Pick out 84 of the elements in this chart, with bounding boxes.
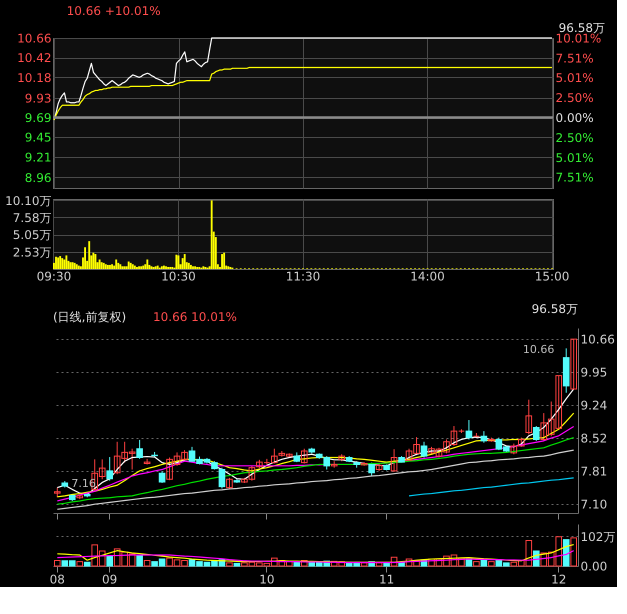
bar: [480, 560, 488, 566]
y-tick-label: 7.81: [580, 464, 608, 478]
y2-tick-label: 7.51%: [556, 51, 594, 66]
candlestick: [293, 452, 300, 463]
x-tick-label: 15:00: [534, 270, 570, 284]
y-tick-label: 8.52: [580, 432, 608, 446]
candlestick: [420, 441, 428, 458]
candlestick: [158, 470, 166, 484]
y-tick-label: 10.10万: [5, 194, 52, 208]
chart-subtitle: 10.66 10.01%: [153, 310, 237, 324]
candlestick: [390, 448, 398, 472]
annotation: 10.66: [522, 343, 554, 356]
y-tick-label: 9.45: [24, 130, 52, 145]
bar: [488, 561, 495, 566]
x-tick-label: 08: [50, 572, 65, 586]
y-tick-label: 2.53万: [12, 245, 52, 260]
y2-tick-label: 2.50%: [556, 130, 594, 145]
y-tick-label: 10.18: [17, 70, 52, 85]
y-tick-label: 10.66: [580, 332, 615, 347]
x-tick-label: 12: [551, 572, 566, 586]
chart-title: (日线,前复权): [53, 310, 126, 324]
y2-tick-label: 7.51%: [556, 170, 594, 185]
line-series: [53, 66, 553, 121]
candlestick: [368, 462, 375, 476]
bar: [390, 556, 398, 566]
y-tick-label: 9.24: [580, 398, 608, 412]
x-tick-label: 09:30: [36, 270, 72, 284]
y-tick-label: 9.69: [24, 111, 52, 126]
line-series: [56, 412, 574, 498]
y-tick-label: 10.66: [17, 32, 52, 46]
candlestick: [480, 430, 488, 444]
y-tick-label: 102万: [580, 530, 616, 544]
bar: [300, 560, 308, 566]
chart-title: 10.66 +10.01%: [66, 4, 161, 18]
bar: [136, 554, 143, 566]
line-series: [56, 388, 574, 496]
y2-tick-label: 0.00%: [556, 110, 594, 125]
y-tick-label: 9.21: [24, 150, 52, 164]
y-tick-label: 7.10: [580, 497, 608, 512]
line-series: [408, 477, 574, 496]
bar: [570, 537, 578, 566]
y-tick-label: 7.58万: [12, 210, 52, 225]
x-tick-label: 11:30: [286, 270, 320, 284]
bar: [473, 561, 480, 566]
x-tick-label: 09: [102, 572, 118, 586]
bar: [226, 562, 233, 566]
x-tick-label: 11: [378, 572, 394, 586]
y-tick-label: 0.00: [580, 560, 608, 574]
text: 96.58万: [532, 302, 578, 316]
candlestick: [136, 439, 143, 460]
line-series: [56, 550, 574, 564]
y-tick-label: 10.42: [17, 51, 52, 66]
candlestick: [570, 338, 578, 390]
y-tick-label: 8.96: [24, 170, 52, 185]
bar: [376, 562, 382, 566]
y2-tick-label: 5.01%: [556, 150, 594, 165]
bar: [562, 539, 570, 566]
bar: [234, 562, 240, 566]
bar: [76, 561, 84, 566]
line-series: [56, 437, 574, 505]
y-tick-label: 9.95: [580, 365, 608, 380]
x-tick-label: 10:30: [161, 270, 196, 284]
line-series: [56, 544, 574, 563]
x-tick-label: 14:00: [410, 270, 445, 284]
candlestick: [218, 467, 226, 489]
candlestick: [106, 456, 113, 482]
candlestick: [54, 487, 61, 498]
candlestick: [466, 420, 472, 440]
y-tick-label: 9.93: [24, 91, 52, 106]
candlestick: [532, 426, 540, 442]
bar: [106, 556, 113, 566]
x-tick-label: 10: [259, 572, 274, 586]
bar: [54, 560, 61, 566]
bar: [360, 562, 368, 566]
bar: [144, 560, 150, 566]
line-series: [56, 450, 574, 510]
y2-tick-label: 5.01%: [556, 71, 594, 86]
bar: [84, 562, 91, 566]
candlestick: [300, 448, 308, 464]
y-tick-label: 5.05万: [12, 228, 52, 242]
candlestick: [226, 477, 233, 490]
y2-tick-label: 2.50%: [556, 91, 594, 106]
candlestick: [525, 399, 532, 435]
text: 96.58万: [558, 21, 605, 35]
